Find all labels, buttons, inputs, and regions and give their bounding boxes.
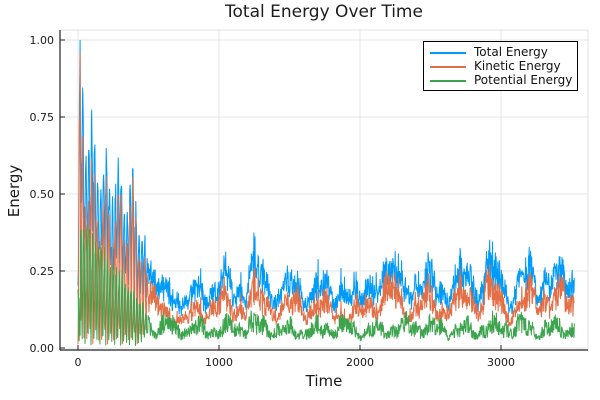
series-line-kinetic-energy	[77, 52, 575, 345]
y-tick-label: 0.00	[30, 342, 55, 355]
x-tick-label: 1000	[205, 356, 233, 369]
y-tick-label: 1.00	[30, 34, 55, 47]
series-line-total-energy	[77, 39, 575, 316]
x-axis-label: Time	[305, 372, 343, 390]
legend-label-kinetic: Kinetic Energy	[474, 59, 561, 73]
legend-entry-total: Total Energy	[430, 46, 577, 59]
legend-entry-potential: Potential Energy	[430, 74, 577, 87]
legend: Total Energy Kinetic Energy Potential En…	[423, 41, 578, 91]
y-tick-label: 0.50	[30, 188, 55, 201]
legend-entry-kinetic: Kinetic Energy	[430, 60, 577, 73]
y-tick-label: 0.75	[30, 111, 55, 124]
x-tick-label: 0	[75, 356, 82, 369]
legend-label-total: Total Energy	[474, 45, 548, 59]
legend-line-total-icon	[430, 51, 466, 54]
y-tick-label: 0.25	[30, 265, 55, 278]
y-axis-label: Energy	[5, 164, 23, 218]
series-line-potential-energy	[77, 225, 575, 346]
x-tick-label: 3000	[487, 356, 515, 369]
legend-line-potential-icon	[430, 79, 466, 82]
x-tick-label: 2000	[346, 356, 374, 369]
legend-label-potential: Potential Energy	[474, 73, 573, 87]
legend-line-kinetic-icon	[430, 65, 466, 68]
chart-title: Total Energy Over Time	[225, 2, 423, 22]
